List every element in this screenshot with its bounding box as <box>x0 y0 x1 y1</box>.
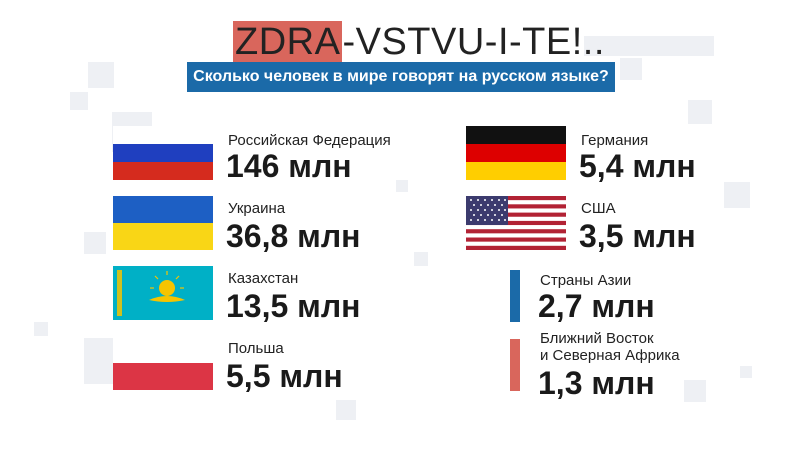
entry-value: 13,5 млн <box>226 288 361 324</box>
germany-flag-icon <box>466 126 566 180</box>
entry-value: 2,7 млн <box>538 288 655 324</box>
decor-square <box>740 366 752 378</box>
title-highlight: ZDRA <box>233 21 343 63</box>
decor-square <box>684 380 706 402</box>
entry-value: 36,8 млн <box>226 218 361 254</box>
decor-square <box>396 180 408 192</box>
page-title: ZDRA-VSTVU-I-TE!.. <box>233 20 605 64</box>
entry-label: Германия <box>581 132 649 149</box>
entry-label: Российская Федерация <box>228 132 391 149</box>
entry-value: 5,5 млн <box>226 358 343 394</box>
entry-value: 146 млн <box>226 148 352 184</box>
decor-square <box>620 58 642 80</box>
kazakhstan-flag-icon <box>113 266 213 320</box>
decor-square <box>724 182 750 208</box>
poland-flag-icon <box>113 336 213 390</box>
entry-label: Украина <box>228 200 286 217</box>
entry-label: и Северная Африка <box>540 347 680 364</box>
ukraine-flag-icon <box>113 196 213 250</box>
decor-square <box>336 400 356 420</box>
entry-value: 5,4 млн <box>579 148 696 184</box>
decor-square <box>84 232 106 254</box>
entry-value: 1,3 млн <box>538 365 655 401</box>
decor-square <box>88 62 114 88</box>
entry-label: США <box>581 200 616 217</box>
entry-label: Казахстан <box>228 270 299 287</box>
title-rest: -VSTVU-I-TE!.. <box>342 21 605 63</box>
entry-label: Польша <box>228 340 284 357</box>
entry-value: 3,5 млн <box>579 218 696 254</box>
asia-marker-bar <box>510 270 520 322</box>
decor-square <box>34 322 48 336</box>
decor-square <box>70 92 88 110</box>
entry-label: Страны Азии <box>540 272 632 289</box>
decor-square <box>414 252 428 266</box>
decor-square <box>584 36 714 56</box>
decor-square <box>688 100 712 124</box>
kazakhstan-emblem-icon <box>117 270 185 316</box>
subtitle-banner: Сколько человек в мире говорят на русско… <box>187 62 615 92</box>
mena-marker-bar <box>510 339 520 391</box>
usa-flag-icon <box>466 196 566 250</box>
russia-flag-icon <box>113 126 213 180</box>
entry-label: Ближний Восток <box>540 330 654 347</box>
